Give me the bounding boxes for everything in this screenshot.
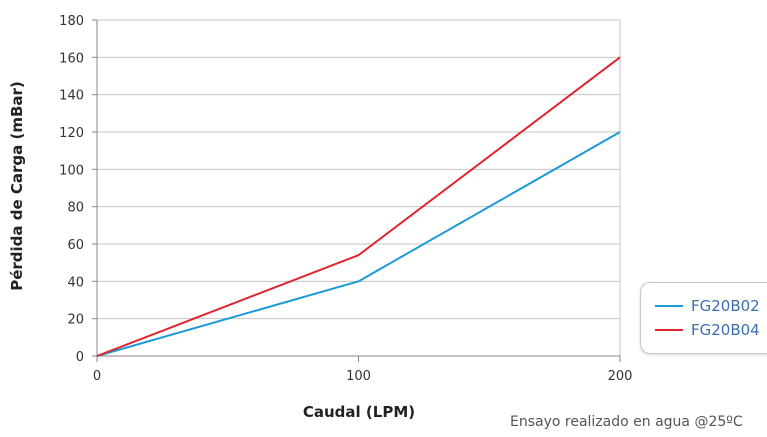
x-axis-title: Caudal (LPM) (303, 403, 415, 421)
y-tick-label: 160 (59, 51, 84, 66)
legend-label-fg20b04: FG20B04 (691, 321, 760, 339)
y-tick-label: 20 (67, 313, 84, 328)
legend-item-fg20b04: FG20B04 (655, 320, 760, 340)
y-tick-label: 140 (59, 89, 84, 104)
y-tick-label: 0 (76, 350, 84, 365)
y-tick-label: 60 (67, 238, 84, 253)
footnote: Ensayo realizado en agua @25ºC (510, 414, 743, 430)
series-lines (96, 56, 621, 357)
legend-item-fg20b02: FG20B02 (655, 296, 760, 316)
y-tick-label: 120 (59, 126, 84, 141)
y-tick-label: 80 (67, 201, 84, 216)
x-tick-label: 200 (608, 369, 633, 384)
tick-labels: 0 20 40 60 80 100 120 140 160 180 0 100 200 (59, 14, 632, 384)
series-line-fg20b02 (96, 131, 621, 357)
x-tick-label: 100 (346, 369, 371, 384)
axes (92, 19, 621, 362)
grid (97, 19, 620, 357)
y-axis-title: Pérdida de Carga (mBar) (8, 81, 26, 291)
y-tick-label: 40 (67, 275, 84, 290)
series-line-fg20b04 (96, 56, 621, 357)
legend-swatch-fg20b02 (655, 305, 683, 307)
x-tick-label: 0 (93, 369, 101, 384)
y-tick-label: 180 (59, 14, 84, 29)
y-tick-label: 100 (59, 163, 84, 178)
legend-swatch-fg20b04 (655, 329, 683, 331)
legend-label-fg20b02: FG20B02 (691, 297, 760, 315)
legend: FG20B02 FG20B04 (640, 282, 767, 354)
